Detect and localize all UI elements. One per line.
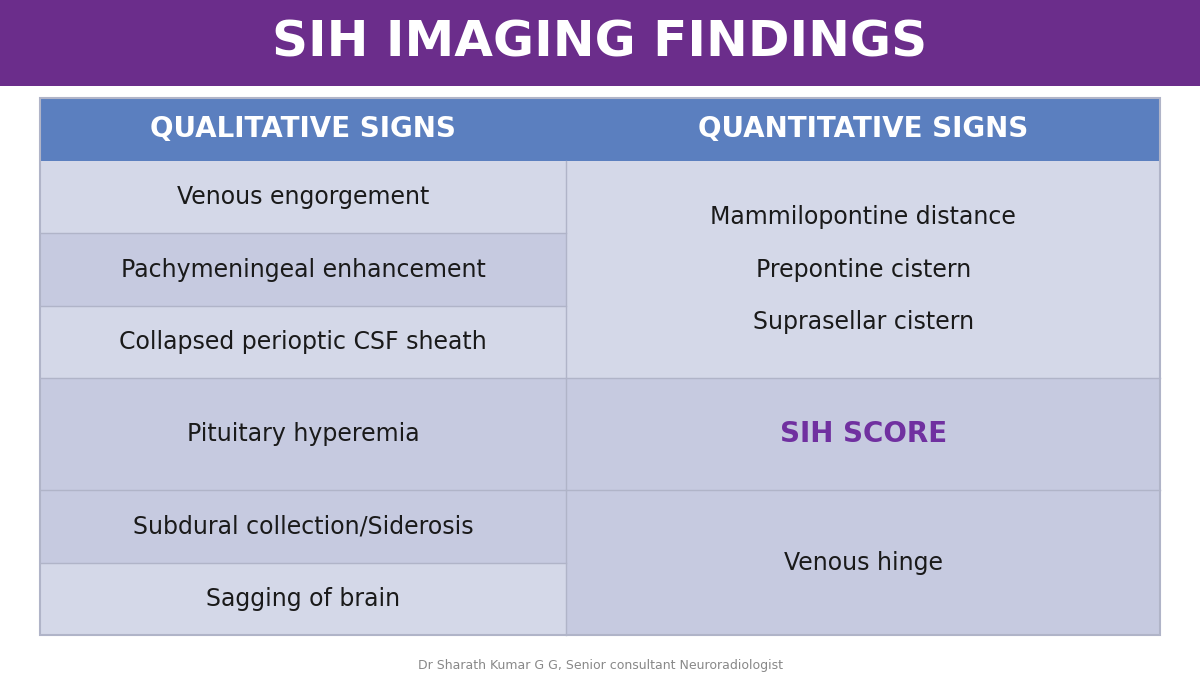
Text: QUANTITATIVE SIGNS: QUANTITATIVE SIGNS — [698, 116, 1028, 143]
Bar — [40, 161, 566, 234]
Text: SIH SCORE: SIH SCORE — [780, 420, 947, 448]
Text: Suprasellar cistern: Suprasellar cistern — [752, 310, 974, 334]
Bar — [566, 378, 1160, 490]
Bar — [40, 490, 566, 562]
Text: Pituitary hyperemia: Pituitary hyperemia — [187, 422, 419, 446]
Text: SIH IMAGING FINDINGS: SIH IMAGING FINDINGS — [272, 18, 928, 67]
Text: Subdural collection/Siderosis: Subdural collection/Siderosis — [133, 514, 473, 538]
Bar — [566, 490, 1160, 635]
Bar — [566, 98, 1160, 161]
Bar — [40, 562, 566, 635]
Text: Venous hinge: Venous hinge — [784, 551, 943, 575]
Text: Dr Sharath Kumar G G, Senior consultant Neuroradiologist: Dr Sharath Kumar G G, Senior consultant … — [418, 660, 782, 672]
Text: Pachymeningeal enhancement: Pachymeningeal enhancement — [120, 258, 486, 282]
Bar — [40, 98, 566, 161]
Text: Mammilopontine distance: Mammilopontine distance — [710, 206, 1016, 229]
Bar — [40, 378, 566, 490]
Bar — [40, 306, 566, 378]
Text: Collapsed perioptic CSF sheath: Collapsed perioptic CSF sheath — [119, 330, 487, 354]
Bar — [40, 98, 1160, 635]
Text: Prepontine cistern: Prepontine cistern — [756, 258, 971, 282]
Bar — [40, 234, 566, 306]
Text: Sagging of brain: Sagging of brain — [206, 587, 400, 611]
Text: QUALITATIVE SIGNS: QUALITATIVE SIGNS — [150, 116, 456, 143]
Bar — [0, 0, 1200, 86]
Text: Venous engorgement: Venous engorgement — [176, 185, 430, 209]
Bar — [566, 161, 1160, 378]
